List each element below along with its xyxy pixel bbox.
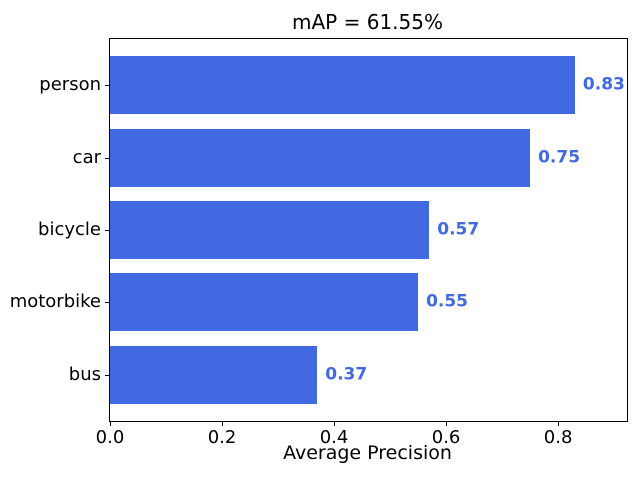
y-tick-label-car: car	[72, 146, 101, 168]
x-tick-mark-0.0	[110, 422, 111, 426]
bar-value-label-bus: 0.37	[325, 364, 368, 385]
y-tick-mark-bus	[105, 374, 109, 376]
x-tick-label-0.2: 0.2	[207, 427, 237, 448]
x-tick-mark-0.8	[558, 422, 560, 426]
chart-title: mAP = 61.55%	[292, 10, 443, 34]
x-tick-label-0.6: 0.6	[431, 427, 461, 448]
x-tick-mark-0.2	[222, 422, 224, 426]
y-tick-mark-car	[105, 157, 109, 159]
bar-value-label-person: 0.83	[582, 74, 625, 95]
bar-bus	[110, 345, 318, 404]
bar-person	[110, 56, 575, 115]
y-tick-label-person: person	[39, 74, 101, 96]
x-tick-label-0.4: 0.4	[319, 427, 349, 448]
y-tick-mark-motorbike	[105, 302, 109, 304]
x-tick-label-0.8: 0.8	[543, 427, 573, 448]
bar-motorbike	[110, 273, 419, 332]
y-tick-label-motorbike: motorbike	[9, 291, 101, 313]
bar-car	[110, 128, 531, 187]
plot-area: 0.83 person 0.75 car 0.57 bicycle 0.55 motorbik…	[10, 38, 628, 447]
y-tick-mark-person	[105, 85, 109, 87]
bar-value-label-car: 0.75	[538, 147, 581, 168]
x-tick-mark-0.6	[446, 422, 448, 426]
bar-value-label-motorbike: 0.55	[426, 291, 469, 312]
y-tick-mark-bicycle	[105, 230, 109, 231]
bar-value-label-bicycle: 0.57	[437, 219, 480, 240]
x-tick-label-0.0: 0.0	[95, 427, 125, 448]
x-axis-label: Average Precision	[283, 442, 452, 464]
y-tick-label-bus: bus	[68, 363, 101, 385]
bar-bicycle	[110, 201, 430, 259]
x-tick-mark-0.4	[334, 422, 336, 426]
y-tick-label-bicycle: bicycle	[38, 219, 101, 240]
